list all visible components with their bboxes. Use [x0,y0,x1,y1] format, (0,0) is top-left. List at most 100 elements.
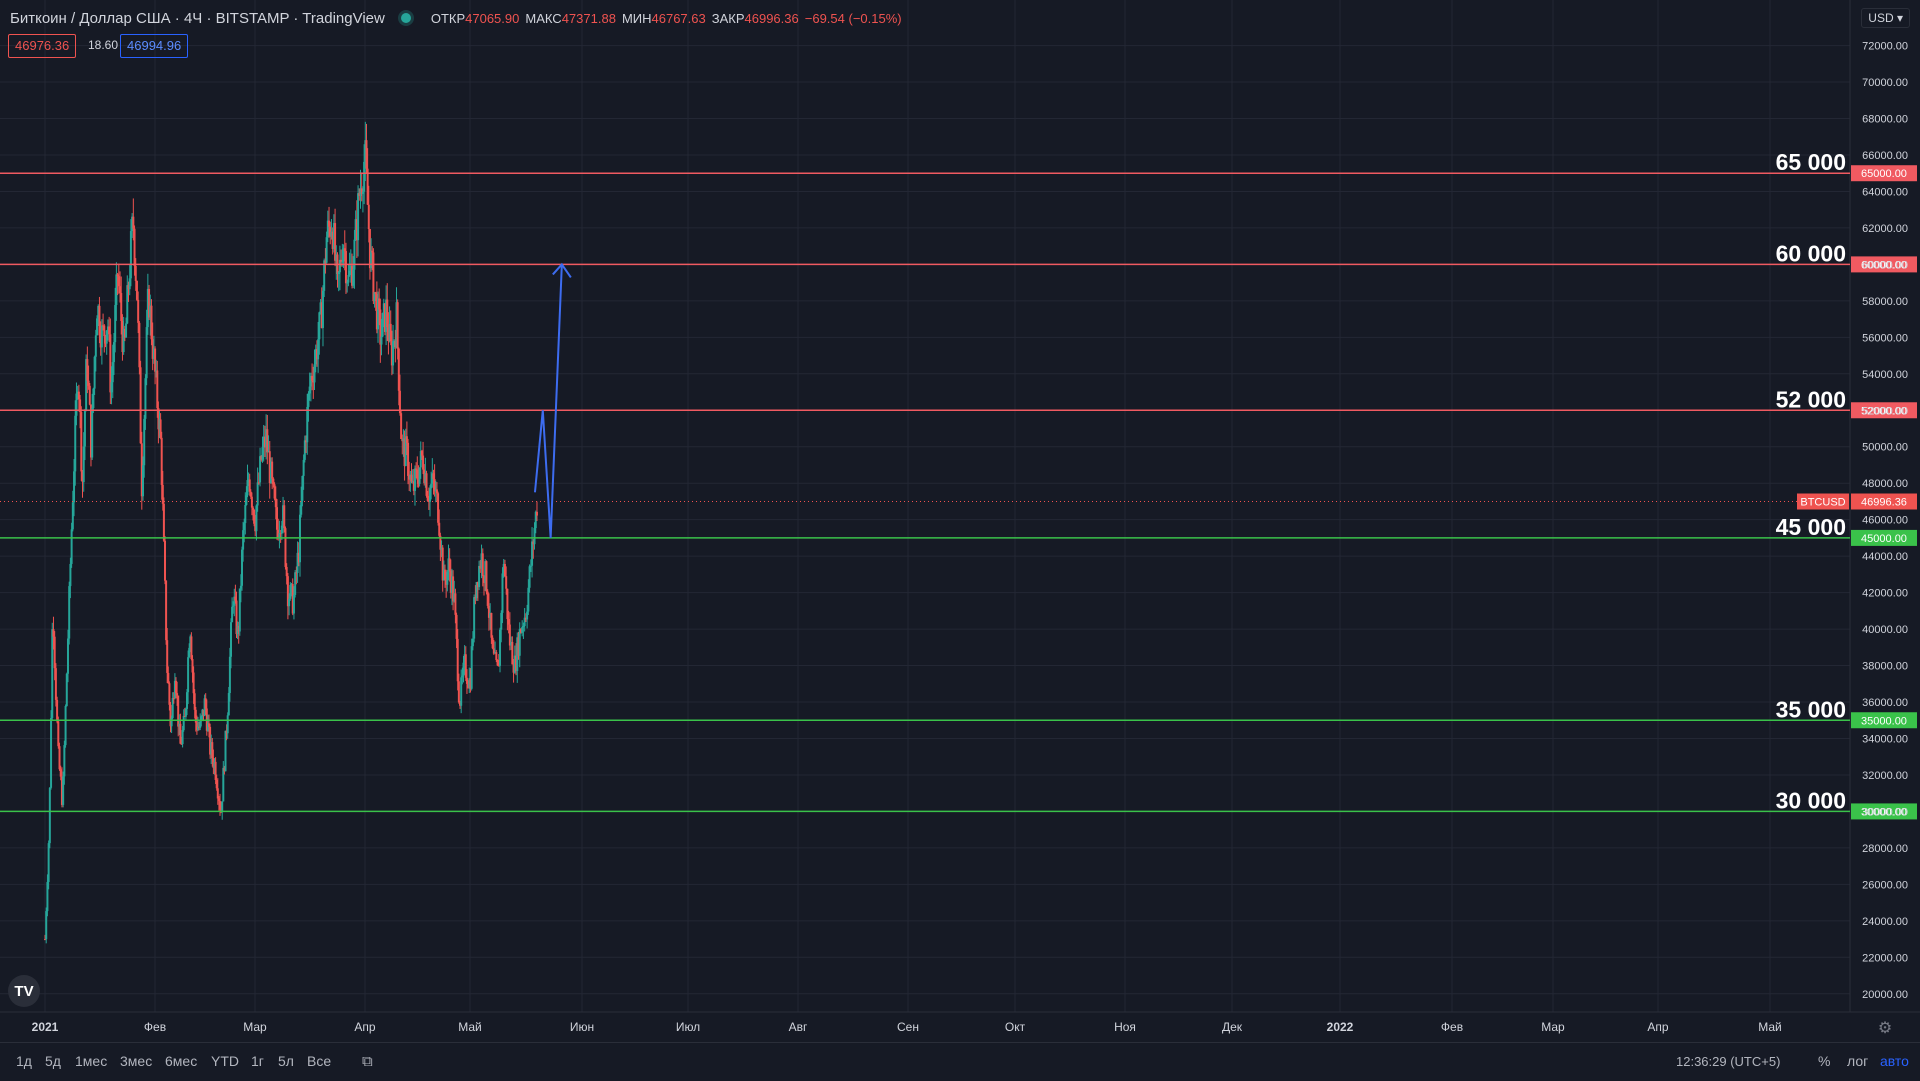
candle-body [515,655,518,671]
price-tick-label: 62000.00 [1862,223,1908,235]
candle-body [428,488,431,502]
close-label: ЗАКР [711,10,745,26]
percent-toggle[interactable]: % [1818,1053,1831,1069]
candle-body [492,648,495,654]
candle-body [52,629,55,637]
candle-body [234,596,237,601]
time-tick-label: Фев [1441,1020,1463,1034]
candle-body [468,678,471,688]
candle-body [127,285,130,290]
candle-body [150,305,153,340]
candle-body [474,597,477,599]
range-all-button[interactable]: Все [307,1053,332,1069]
candle-body [342,248,345,262]
range-1y-button[interactable]: 1г [251,1053,264,1069]
range-5d-button[interactable]: 5д [45,1053,61,1069]
candle-body [187,657,190,693]
ask-price-button[interactable]: 46994.96 [120,34,189,58]
settings-gear-icon[interactable]: ⚙ [1878,1020,1892,1037]
candle-body [392,341,395,366]
candle-body [479,565,482,569]
candle-body [179,723,182,744]
candle-body [318,312,321,340]
open-value: 47065.90 [465,10,520,26]
candle-body [253,509,256,524]
candle-body [201,709,204,717]
candle-body [109,334,112,393]
candle-body [169,704,172,727]
candle-body [115,274,118,306]
candle-body [506,588,509,620]
close-value: 46996.36 [744,10,799,26]
candle-body [86,359,89,381]
candle-body [527,587,530,612]
candle-body [239,585,242,589]
open-label: ОТКР [430,10,466,26]
price-chart[interactable]: 65 000 65000.00 60 000 60000.00 52 000 52000.… [0,0,1920,1042]
range-1m-button[interactable]: 1мес [75,1053,108,1069]
range-ytd-button[interactable]: YTD [211,1053,239,1069]
level-label-52000: 52 000 [1776,386,1846,412]
candle-body [386,299,389,328]
candle-body [276,507,278,530]
candle-body [494,652,497,654]
symbol-title[interactable]: Биткоин / Доллар США · 4Ч · BITSTAMP · T… [10,9,385,27]
time-tick-label: Апр [1647,1020,1669,1034]
time-tick-label: Мар [1541,1020,1565,1034]
candle-body [233,596,236,606]
candle-body [247,479,250,481]
range-6m-button[interactable]: 6мес [165,1053,198,1069]
candle-body [309,375,312,387]
candle-body [236,625,239,635]
bid-price-button[interactable]: 46976.36 [8,34,77,58]
candle-body [512,664,515,673]
candle-body [312,380,315,383]
candle-body [45,911,48,940]
candle-body [354,219,357,240]
price-tick-label: 56000.00 [1862,332,1908,344]
candle-body [508,624,511,646]
last-price-tag: 46996.36 [1861,497,1907,509]
price-tick-label: 52000.00 [1862,405,1908,417]
candle-body [480,553,483,569]
log-toggle[interactable]: лог [1847,1053,1869,1069]
candle-body [432,473,435,480]
candle-body [122,328,125,353]
bottom-toolbar: 1д 5д 1мес 3мес 6мес YTD 1г 5л Все ⧉ 12:… [0,1042,1920,1081]
last-price-tag-box [1851,493,1917,510]
candle-body [274,498,277,508]
candle-body [106,326,109,331]
currency-label: USD [1868,11,1894,25]
candle-body [532,541,535,545]
candle-body [175,680,177,694]
candle-body [295,572,298,574]
candle-body [151,339,154,359]
candle-body [204,698,207,709]
candle-body [314,349,317,365]
candle-body [228,656,231,693]
auto-toggle[interactable]: авто [1880,1053,1909,1069]
candle-body [401,439,404,442]
time-tick-label: Апр [354,1020,376,1034]
candle-body [286,576,289,607]
range-1d-button[interactable]: 1д [16,1053,32,1069]
candle-body [478,565,481,588]
clock[interactable]: 12:36:29 (UTC+5) [1676,1054,1781,1069]
candle-body [476,582,479,588]
candle-body [111,362,114,383]
candle-body [203,698,206,716]
range-5y-button[interactable]: 5л [278,1053,294,1069]
candle-body [146,288,149,328]
candle-body [398,390,401,414]
calendar-icon[interactable]: ⧉ [362,1053,373,1070]
range-3m-button[interactable]: 3мес [120,1053,153,1069]
candle-body [134,265,137,281]
candle-body [81,471,84,483]
currency-selector[interactable]: USD ▾ [1861,8,1910,28]
level-tag-30000: 30000.00 [1861,806,1907,818]
low-label: МИН [621,10,652,26]
tradingview-logo[interactable]: TV [8,975,40,1007]
candle-body [297,552,300,563]
candle-body [244,504,247,524]
candle-body [535,511,538,516]
